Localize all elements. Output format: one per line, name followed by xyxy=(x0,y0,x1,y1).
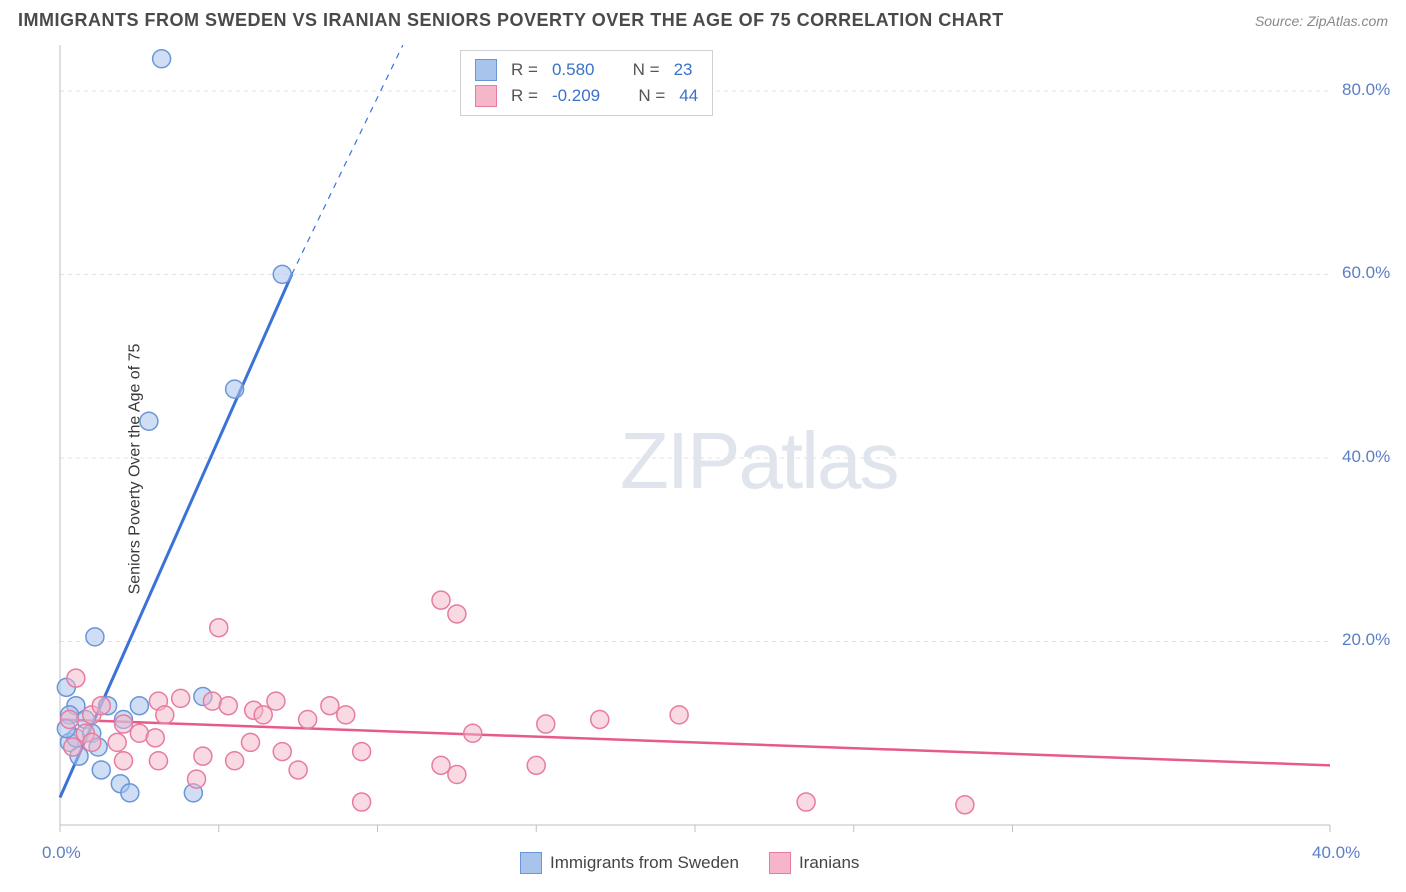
x-tick-label: 40.0% xyxy=(1312,843,1360,863)
x-tick-label: 0.0% xyxy=(42,843,81,863)
y-tick-label: 20.0% xyxy=(1342,630,1390,650)
legend-label: Iranians xyxy=(799,853,859,873)
y-tick-label: 40.0% xyxy=(1342,447,1390,467)
legend-swatch xyxy=(475,59,497,81)
correlation-legend-row: R = -0.209 N = 44 xyxy=(475,83,698,109)
y-tick-label: 60.0% xyxy=(1342,263,1390,283)
legend-swatch xyxy=(475,85,497,107)
legend-swatch xyxy=(769,852,791,874)
scatter-chart xyxy=(0,45,1406,892)
source-credit: Source: ZipAtlas.com xyxy=(1255,13,1388,29)
series-legend-item: Immigrants from Sweden xyxy=(520,852,739,874)
correlation-legend-row: R = 0.580 N = 23 xyxy=(475,57,698,83)
legend-label: Immigrants from Sweden xyxy=(550,853,739,873)
page-title: IMMIGRANTS FROM SWEDEN VS IRANIAN SENIOR… xyxy=(18,10,1004,31)
legend-swatch xyxy=(520,852,542,874)
series-legend: Immigrants from Sweden Iranians xyxy=(520,852,859,874)
series-legend-item: Iranians xyxy=(769,852,859,874)
correlation-legend: R = 0.580 N = 23R = -0.209 N = 44 xyxy=(460,50,713,116)
chart-container: Seniors Poverty Over the Age of 75 ZIPat… xyxy=(0,45,1406,892)
y-tick-label: 80.0% xyxy=(1342,80,1390,100)
